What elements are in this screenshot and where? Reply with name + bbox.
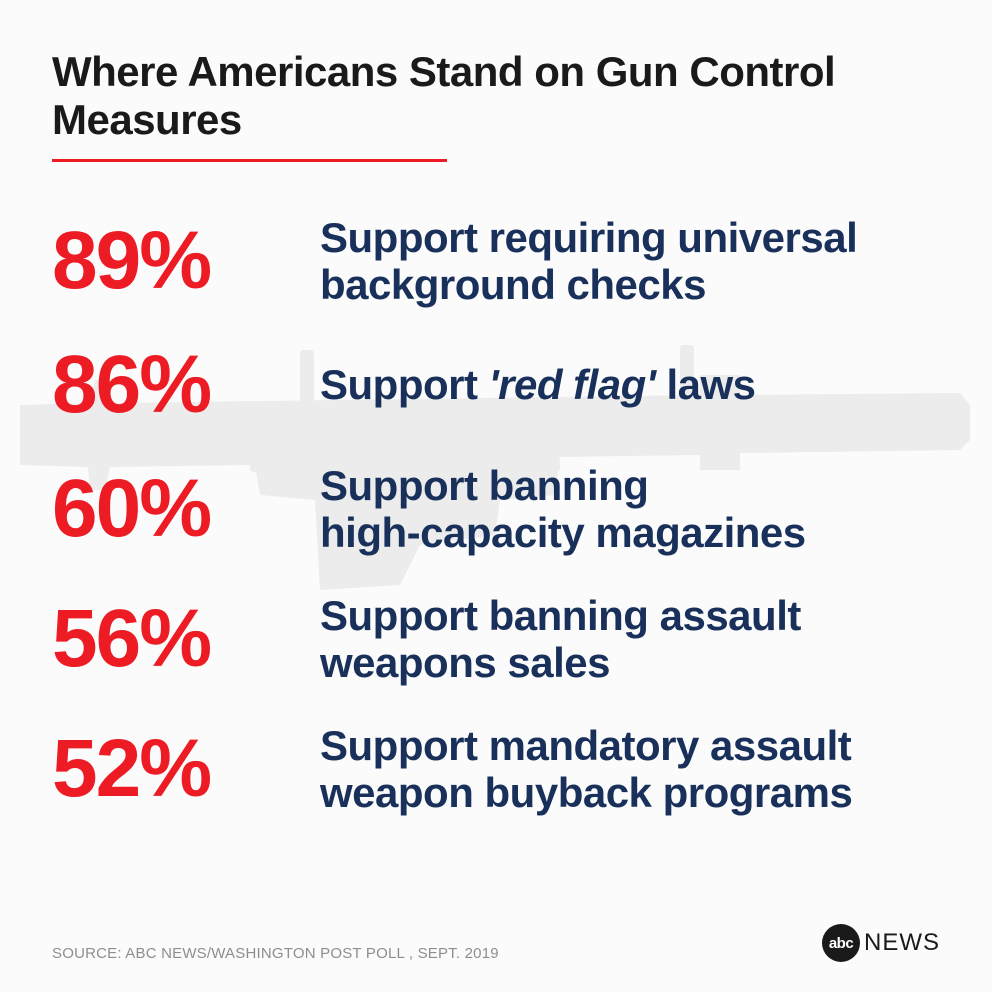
source-text: SOURCE: ABC NEWS/WASHINGTON POST POLL , … <box>52 945 499 962</box>
title-underline <box>52 159 447 162</box>
stat-desc: Support requiring universal background c… <box>320 214 940 308</box>
stat-desc: Support banning assault weapons sales <box>320 592 940 686</box>
stat-desc: Support 'red flag' laws <box>320 361 940 408</box>
brand-circle-icon: abc <box>822 924 860 962</box>
stat-row: 56% Support banning assault weapons sale… <box>52 592 940 686</box>
stat-percent: 89% <box>52 220 282 302</box>
stat-row: 60% Support banninghigh-capacity magazin… <box>52 462 940 556</box>
chart-title: Where Americans Stand on Gun Control Mea… <box>52 48 940 145</box>
stat-desc: Support mandatory assault weapon buyback… <box>320 722 940 816</box>
stat-percent: 86% <box>52 344 282 426</box>
stat-list: 89% Support requiring universal backgrou… <box>52 214 940 816</box>
stat-row: 86% Support 'red flag' laws <box>52 344 940 426</box>
brand-name: NEWS <box>864 929 940 957</box>
stat-row: 52% Support mandatory assault weapon buy… <box>52 722 940 816</box>
stat-percent: 52% <box>52 728 282 810</box>
stat-desc: Support banninghigh-capacity magazines <box>320 462 940 556</box>
brand-logo: abc NEWS <box>822 924 940 962</box>
stat-row: 89% Support requiring universal backgrou… <box>52 214 940 308</box>
stat-percent: 56% <box>52 598 282 680</box>
stat-percent: 60% <box>52 468 282 550</box>
